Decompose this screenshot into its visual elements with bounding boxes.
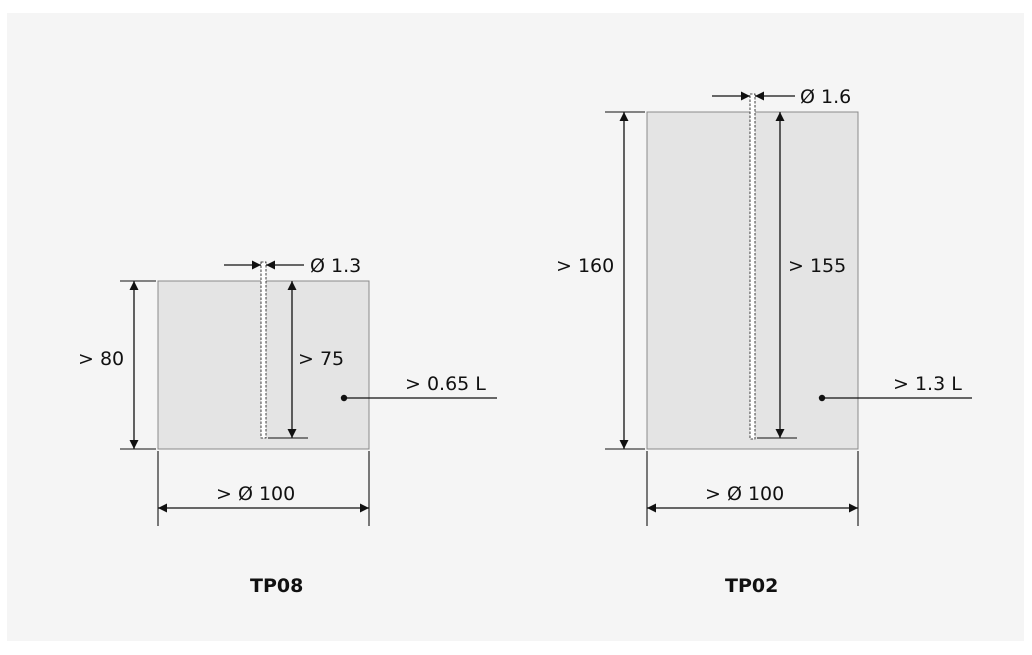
tp02-caption: TP02	[725, 575, 778, 597]
tp02-diameter-dimension: > Ø 100	[646, 451, 859, 526]
tp08-hole	[260, 261, 267, 439]
tp02-hole-depth-dimension: > 155	[757, 112, 846, 439]
tp02-hole-diameter-dimension: Ø 1.6	[712, 86, 851, 108]
tp02-hole-depth-label: > 155	[788, 255, 846, 277]
specimen-tp08: Ø 1.3 > 80 > 75 > 0.65 L > Ø 100	[78, 255, 497, 597]
tp08-hole-depth-label: > 75	[298, 348, 344, 370]
tp02-volume-leader: > 1.3 L	[818, 373, 972, 402]
tp02-volume-label: > 1.3 L	[893, 373, 962, 395]
tp08-hole-diameter-label: Ø 1.3	[310, 255, 361, 277]
tp08-volume-leader: > 0.65 L	[340, 373, 497, 402]
tp08-caption: TP08	[250, 575, 303, 597]
tp02-diameter-label: > Ø 100	[705, 483, 784, 505]
tp08-hole-depth-dimension: > 75	[268, 281, 344, 439]
tp08-diameter-label: > Ø 100	[216, 483, 295, 505]
tp02-hole-diameter-label: Ø 1.6	[800, 86, 851, 108]
tp08-height-dimension: > 80	[78, 280, 156, 450]
tp08-diameter-dimension: > Ø 100	[157, 451, 370, 526]
tp02-height-label: > 160	[556, 255, 614, 277]
tp02-hole	[749, 93, 756, 440]
tp08-volume-label: > 0.65 L	[405, 373, 486, 395]
tp08-height-label: > 80	[78, 348, 124, 370]
specimen-tp02: Ø 1.6 > 160 > 155 > 1.3 L > Ø 100	[556, 86, 972, 597]
tp08-hole-diameter-dimension: Ø 1.3	[224, 255, 361, 277]
tp02-height-dimension: > 160	[556, 111, 645, 450]
